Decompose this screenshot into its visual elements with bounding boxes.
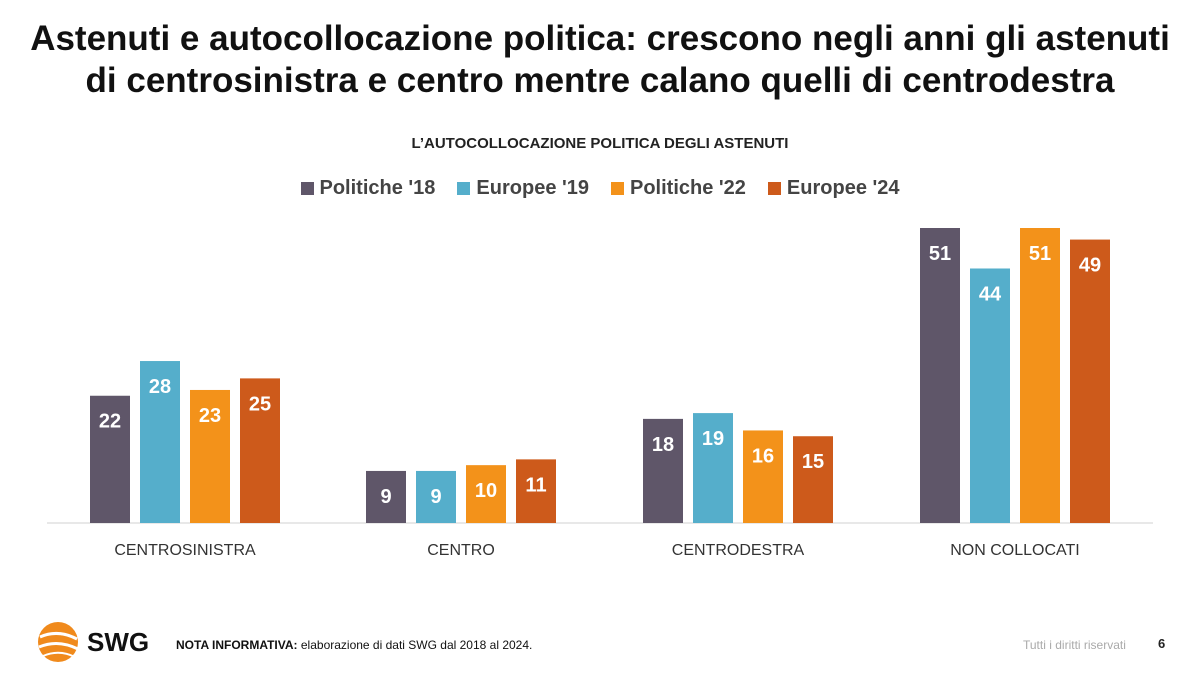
data-label: 25 [249,393,271,415]
category-label: CENTRO [427,542,495,559]
data-label: 23 [199,405,221,427]
legend-swatch [457,182,471,195]
bar [416,470,456,523]
category-label: NON COLLOCATI [950,542,1080,559]
bar [516,459,556,523]
globe-logo-icon [38,622,79,662]
legend-label: Politiche '18 [319,177,436,199]
page-title: Astenuti e autocollocazione politica: cr… [0,18,1200,102]
data-label: 49 [1079,255,1101,277]
data-label: 16 [752,445,774,467]
note-text: elaborazione di dati SWG dal 2018 al 202… [297,638,533,652]
bar [1020,228,1060,523]
chart-title: L’AUTOCOLLOCAZIONE POLITICA DEGLI ASTENU… [411,135,789,152]
data-label: 15 [802,451,824,473]
legend-label: Europee '24 [786,177,900,199]
bar [693,413,733,523]
bar [90,395,130,523]
legend-label: Politiche '22 [630,177,746,199]
bar [240,378,280,523]
rights-text: Tutti i diritti riservati [1023,638,1126,652]
data-label: 9 [430,486,441,508]
legend-swatch [300,182,314,195]
bar [643,418,683,523]
data-label: 44 [979,283,1002,305]
data-label: 18 [652,434,674,456]
data-label: 51 [1029,243,1051,265]
title-line-2: di centrosinistra e centro mentre calano… [85,61,1115,100]
legend-item: Politiche '18 [300,177,436,200]
data-label: 51 [929,243,951,265]
bar [793,436,833,523]
category-label: CENTROSINISTRA [114,542,256,559]
data-label: 11 [525,474,546,496]
bar [366,470,406,523]
legend: Politiche '18 Europee '19 Politiche '22 Eur… [0,177,1200,200]
legend-swatch [767,182,781,195]
legend-item: Europee '24 [767,177,900,200]
legend-item: Politiche '22 [611,177,746,200]
category-label: CENTRODESTRA [672,542,805,559]
legend-label: Europee '19 [476,177,589,199]
bar [920,228,960,523]
data-label: 19 [702,428,724,450]
logo-text: SWG [87,626,150,657]
page-number: 6 [1158,636,1166,651]
data-label: 10 [475,480,497,502]
bar [140,361,180,523]
bar [970,268,1010,523]
swg-logo: SWG [35,619,149,665]
title-line-1: Astenuti e autocollocazione politica: cr… [30,19,1170,58]
note-label: NOTA INFORMATIVA: [176,638,298,652]
data-label: 22 [99,411,121,433]
footer-note: NOTA INFORMATIVA: elaborazione di dati S… [176,638,532,652]
data-label: 28 [149,376,171,398]
bar [743,430,783,523]
legend-item: Europee '19 [457,177,589,200]
bar [466,465,506,523]
data-label: 9 [380,486,391,508]
legend-swatch [611,182,624,195]
bar [190,389,230,523]
bar [1070,239,1110,523]
